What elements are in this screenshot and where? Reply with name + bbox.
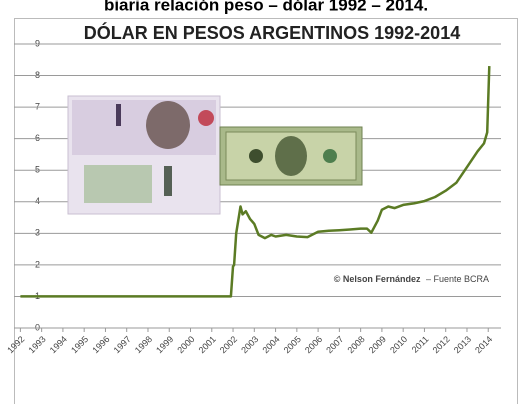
plot <box>20 66 491 298</box>
chart-title: DÓLAR EN PESOS ARGENTINOS 1992-2014 <box>84 22 460 43</box>
y-tick-label: 2 <box>35 259 40 269</box>
y-tick-label: 9 <box>35 38 40 48</box>
credit: © Nelson Fernández <box>334 274 421 284</box>
banknote-digit <box>164 166 172 196</box>
banknote-digit <box>116 104 121 126</box>
dollar-banknote <box>219 126 363 186</box>
banknote-portrait <box>275 136 307 176</box>
banknote-portrait <box>146 101 190 149</box>
credit-note: © Nelson Fernández – Fuente BCRA <box>334 274 489 284</box>
y-tick-label: 5 <box>35 165 40 175</box>
y-tick-label: 8 <box>35 70 40 80</box>
y-tick-label: 4 <box>35 196 40 206</box>
y-tick-label: 3 <box>35 228 40 238</box>
banknote-band <box>72 100 216 155</box>
peso-banknote <box>67 95 221 215</box>
page-heading: biaria relación peso – dólar 1992 – 2014… <box>104 0 428 14</box>
banknote-seal <box>323 149 337 163</box>
y-tick-label: 7 <box>35 101 40 111</box>
banknote-seal <box>198 110 214 126</box>
banknote-building <box>84 165 152 203</box>
data-line <box>20 66 491 298</box>
source: – Fuente BCRA <box>426 274 489 284</box>
y-tick-label: 0 <box>35 322 40 332</box>
banknote-seal <box>249 149 263 163</box>
y-tick-label: 6 <box>35 133 40 143</box>
